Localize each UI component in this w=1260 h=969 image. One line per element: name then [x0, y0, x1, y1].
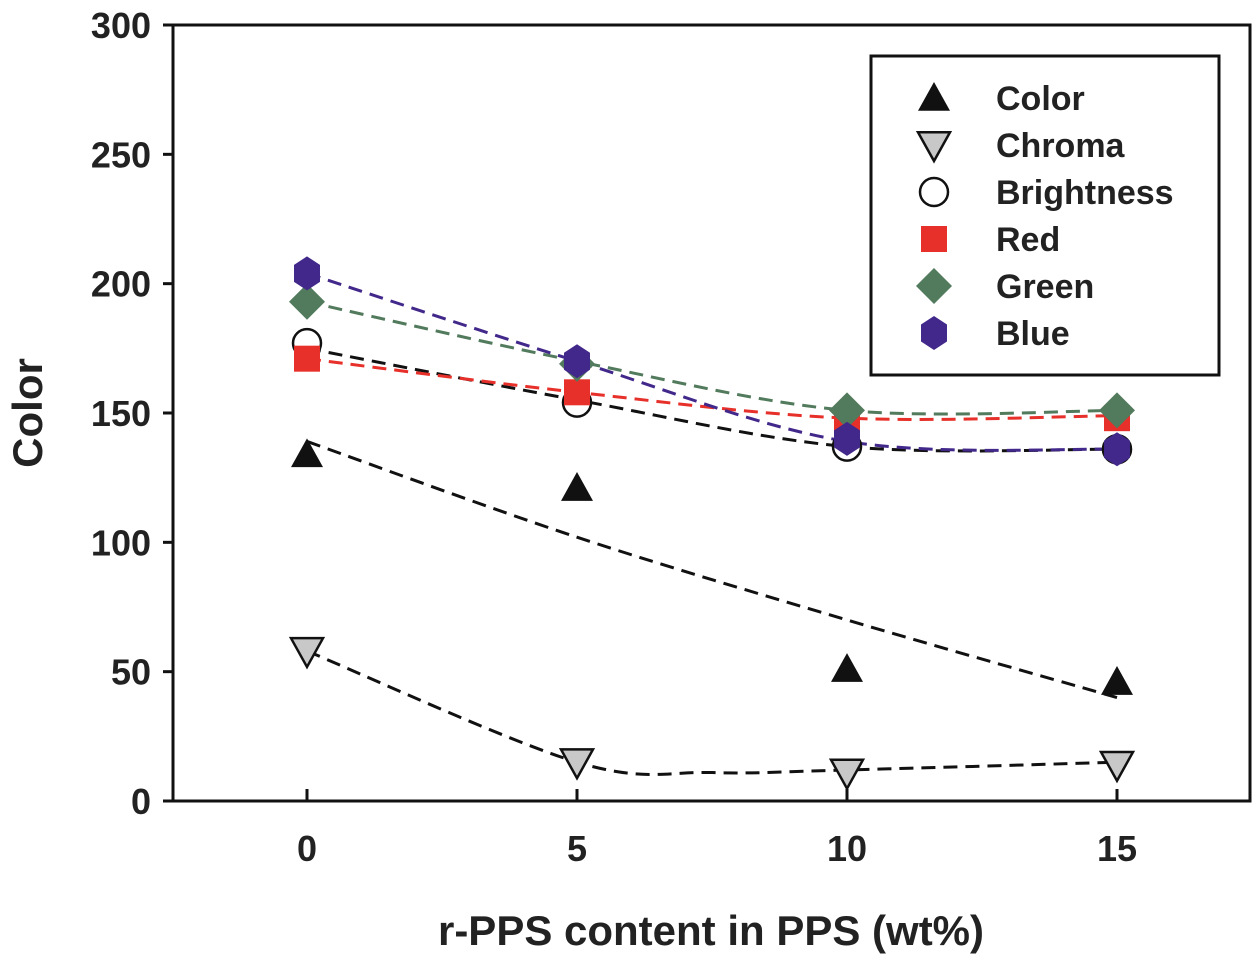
marker-chroma: [288, 636, 326, 670]
y-tick-label: 0: [131, 781, 151, 822]
fit-line-green: [306, 300, 1118, 416]
marker-blue: [294, 256, 320, 291]
legend-label: Brightness: [996, 174, 1174, 212]
x-tick-label: 0: [297, 828, 317, 869]
y-tick-label: 300: [91, 5, 151, 46]
marker-color: [1101, 666, 1133, 695]
y-axis-label: Color: [4, 358, 51, 468]
legend-marker-red: [921, 226, 947, 252]
y-tick-label: 150: [91, 393, 151, 434]
x-tick-label: 15: [1097, 828, 1137, 869]
marker-green: [1099, 392, 1135, 429]
y-tick-label: 250: [91, 134, 151, 175]
fit-line-color: [306, 440, 1118, 699]
fit-lines: [306, 271, 1118, 776]
marker-blue: [564, 344, 590, 379]
marker-green: [829, 392, 865, 429]
marker-red: [294, 345, 320, 372]
fit-line-blue: [306, 271, 1118, 452]
legend-marker-color: [918, 82, 950, 111]
legend-label: Color: [996, 80, 1085, 118]
legend-label: Blue: [996, 315, 1070, 353]
legend-label: Green: [996, 268, 1094, 306]
x-tick-label: 10: [827, 828, 867, 869]
marker-chroma: [1098, 750, 1136, 784]
y-tick-label: 50: [111, 652, 151, 693]
marker-color: [831, 653, 863, 682]
marker-color: [561, 472, 593, 501]
legend-marker-green: [916, 268, 952, 304]
fit-line-chroma: [306, 649, 1118, 776]
fit-line-brightness: [306, 346, 1118, 453]
marker-chroma: [558, 748, 596, 781]
y-tick-label: 200: [91, 264, 151, 305]
legend-marker-chroma: [915, 130, 953, 164]
legend-label: Chroma: [996, 127, 1126, 165]
legend-marker-blue: [921, 316, 947, 350]
y-tick-label: 100: [91, 522, 151, 563]
marker-red: [564, 379, 590, 406]
legend-label: Red: [996, 221, 1060, 259]
x-axis-label: r-PPS content in PPS (wt%): [438, 907, 984, 954]
y-axis: 0 50 100 150 200 250 300: [91, 5, 173, 822]
marker-green: [289, 283, 325, 320]
marker-color: [291, 438, 323, 468]
x-axis: 0 5 10 15: [297, 789, 1137, 869]
x-tick-label: 5: [567, 828, 587, 869]
marker-blue: [1104, 432, 1130, 467]
data-markers: [288, 256, 1136, 792]
legend: Color Chroma Brightness Red Green Blue: [869, 54, 1221, 377]
marker-chroma: [828, 758, 866, 792]
marker-blue: [834, 421, 860, 456]
legend-marker-brightness: [918, 176, 950, 208]
